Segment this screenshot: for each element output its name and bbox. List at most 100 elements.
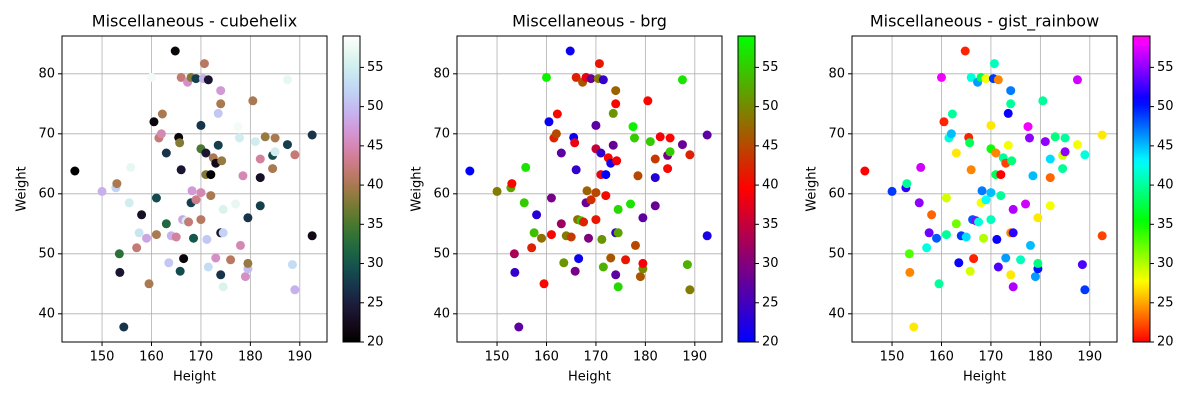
x-tick-label: 190 <box>1077 350 1102 365</box>
point <box>156 129 166 139</box>
axes-frame <box>851 35 1118 343</box>
y-tick-label: 70 <box>433 126 450 141</box>
point <box>1003 108 1013 118</box>
point <box>519 198 529 208</box>
point <box>601 191 611 201</box>
point <box>233 122 243 132</box>
point <box>986 120 996 130</box>
point <box>677 75 687 85</box>
point <box>202 234 212 244</box>
point <box>665 133 675 143</box>
x-tick-label: 150 <box>880 350 905 365</box>
colorbar <box>342 35 361 343</box>
point <box>191 74 201 84</box>
point <box>613 228 623 238</box>
point <box>951 148 961 158</box>
point <box>132 243 142 253</box>
point <box>598 75 608 85</box>
point <box>541 72 551 82</box>
point <box>134 228 144 238</box>
colorbar-tick-label: 50 <box>367 99 384 114</box>
point <box>1058 164 1068 174</box>
point <box>552 109 562 119</box>
point <box>887 186 897 196</box>
point <box>860 166 870 176</box>
point <box>961 232 971 242</box>
colorbar-tick-label: 45 <box>1157 138 1174 153</box>
point <box>655 132 665 142</box>
point <box>559 258 569 268</box>
point <box>170 46 180 56</box>
point <box>1060 147 1070 157</box>
point <box>981 195 991 205</box>
y-tick-label: 60 <box>433 186 450 201</box>
point <box>969 254 979 264</box>
colorbar-tick-label: 55 <box>762 60 779 75</box>
point <box>932 233 942 243</box>
point <box>201 148 211 158</box>
point <box>465 166 475 176</box>
point <box>611 99 621 109</box>
colorbar-tick-label: 30 <box>762 256 779 271</box>
point <box>514 322 524 332</box>
point <box>206 170 216 180</box>
y-tick-label: 80 <box>38 66 55 81</box>
point <box>211 253 221 263</box>
point <box>282 75 292 85</box>
point <box>909 322 919 332</box>
point <box>1025 240 1035 250</box>
point <box>124 198 134 208</box>
x-tick-label: 180 <box>238 350 263 365</box>
y-tick-label: 50 <box>828 246 845 261</box>
axes-frame <box>456 35 723 343</box>
x-tick-label: 170 <box>584 350 609 365</box>
point <box>1007 156 1017 166</box>
point <box>989 59 999 69</box>
point <box>1006 99 1016 109</box>
point <box>1050 132 1060 142</box>
point <box>126 162 136 172</box>
point <box>307 231 317 241</box>
point <box>927 210 937 220</box>
point <box>1080 285 1090 295</box>
point <box>598 262 608 272</box>
point <box>613 204 623 214</box>
point <box>238 171 248 181</box>
point <box>1033 258 1043 268</box>
point <box>582 186 592 196</box>
point <box>566 232 576 242</box>
point <box>682 260 692 270</box>
point <box>606 253 616 263</box>
point <box>270 133 280 143</box>
point <box>993 75 1003 85</box>
point <box>243 258 253 268</box>
point <box>702 130 712 140</box>
point <box>282 140 292 150</box>
point <box>612 156 622 166</box>
point <box>149 117 159 127</box>
y-tick-label: 40 <box>433 306 450 321</box>
point <box>951 219 961 229</box>
point <box>685 150 695 160</box>
colorbar-tick-label: 35 <box>762 217 779 232</box>
colorbar-tick-label: 55 <box>1157 60 1174 75</box>
y-tick-label: 60 <box>828 186 845 201</box>
point <box>1001 253 1011 263</box>
colorbar-tick-label: 40 <box>367 178 384 193</box>
point <box>213 140 223 150</box>
colorbar-tick-label: 45 <box>762 138 779 153</box>
point <box>914 198 924 208</box>
x-axis-label: Height <box>173 370 216 385</box>
point <box>960 46 970 56</box>
point <box>965 266 975 276</box>
point <box>492 186 502 196</box>
point <box>1045 173 1055 183</box>
point <box>144 279 154 289</box>
point <box>268 164 278 174</box>
point <box>157 109 167 119</box>
point <box>1045 201 1055 211</box>
x-tick-label: 150 <box>90 350 115 365</box>
point <box>1060 133 1070 143</box>
point <box>591 120 601 130</box>
